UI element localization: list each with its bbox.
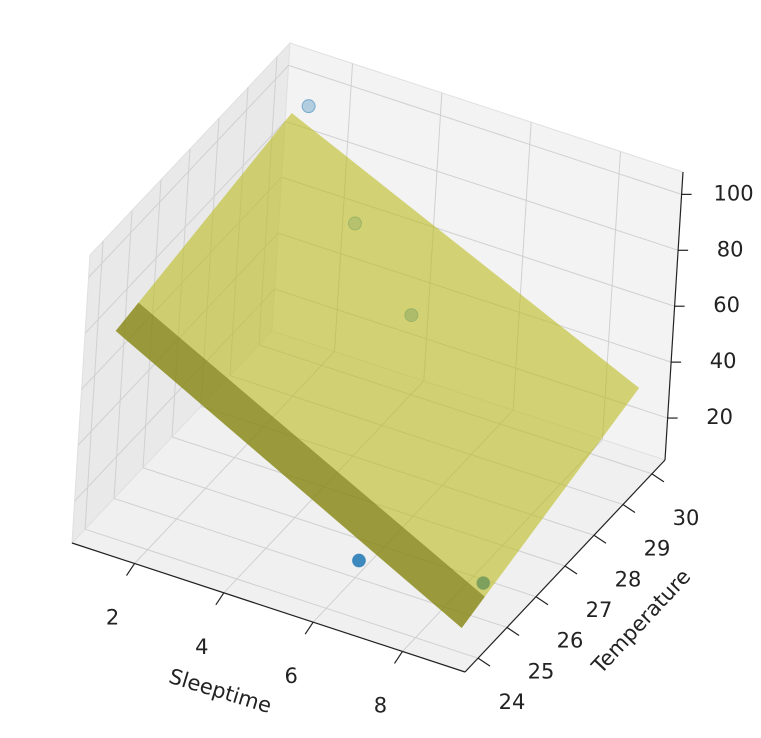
y-tick-label: 27 — [586, 598, 613, 622]
grid-line — [288, 64, 682, 195]
y-tick — [535, 596, 549, 606]
y-tick-label: 30 — [673, 506, 700, 530]
x-tick-label: 2 — [106, 606, 119, 630]
y-tick-label: 25 — [528, 659, 555, 683]
grid-line — [284, 120, 679, 251]
z-tick-label: 60 — [713, 293, 740, 317]
y-tick — [564, 565, 578, 575]
x-tick-label: 6 — [284, 664, 297, 688]
z-tick-label: 40 — [710, 349, 737, 373]
x-tick — [126, 563, 136, 576]
y-tick — [477, 657, 491, 667]
z-tick-label: 80 — [717, 237, 744, 261]
y-tick-label: 26 — [557, 629, 584, 653]
x-tick-label: 8 — [374, 693, 387, 717]
point — [301, 99, 316, 114]
y-tick-label: 29 — [644, 537, 671, 561]
point — [351, 553, 366, 568]
y-tick — [506, 626, 520, 636]
z-tick-label: 100 — [714, 181, 754, 205]
x-tick — [304, 621, 314, 635]
plane-shade — [115, 302, 485, 628]
grid-line — [84, 120, 286, 334]
z-axis-line — [664, 171, 684, 461]
x-axis-line — [71, 542, 466, 673]
plane — [115, 113, 640, 628]
y-tick-label: 24 — [499, 690, 526, 714]
y-tick-label: 28 — [615, 567, 642, 591]
y-tick — [622, 504, 636, 514]
grid-line — [84, 528, 479, 659]
grid-line — [88, 65, 289, 278]
x-axis-label: Sleeptime — [166, 664, 274, 718]
x-tick — [215, 592, 225, 606]
y-tick — [651, 473, 665, 483]
y-tick — [593, 534, 607, 544]
x-tick — [393, 651, 403, 664]
y-axis-line — [464, 459, 666, 673]
x-tick-label: 4 — [195, 635, 208, 659]
grid-line — [84, 241, 104, 530]
z-tick-label: 20 — [706, 405, 733, 429]
grid-line — [113, 210, 133, 499]
